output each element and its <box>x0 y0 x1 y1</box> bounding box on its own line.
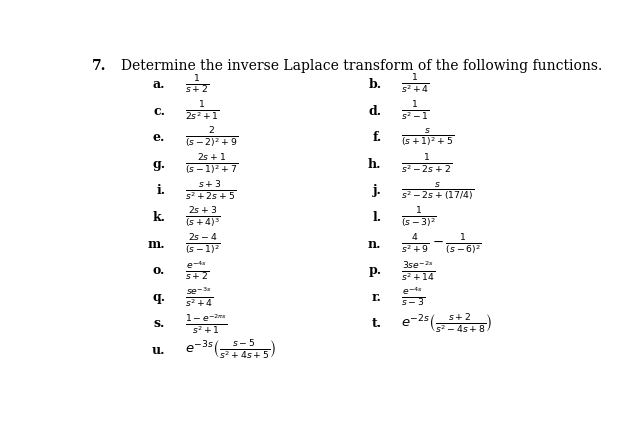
Text: k.: k. <box>152 211 165 224</box>
Text: o.: o. <box>153 264 165 277</box>
Text: $\frac{s+3}{s^2+2s+5}$: $\frac{s+3}{s^2+2s+5}$ <box>185 179 236 203</box>
Text: $\frac{1}{2s^2+1}$: $\frac{1}{2s^2+1}$ <box>185 99 220 123</box>
Text: $\frac{2s-4}{(s-1)^2}$: $\frac{2s-4}{(s-1)^2}$ <box>185 232 221 256</box>
Text: $\frac{1}{s+2}$: $\frac{1}{s+2}$ <box>185 74 209 96</box>
Text: e.: e. <box>153 131 165 144</box>
Text: $\frac{se^{-3s}}{s^2+4}$: $\frac{se^{-3s}}{s^2+4}$ <box>185 285 214 309</box>
Text: $\frac{1}{(s-3)^2}$: $\frac{1}{(s-3)^2}$ <box>401 205 437 230</box>
Text: $\frac{1-e^{-2\pi s}}{s^2+1}$: $\frac{1-e^{-2\pi s}}{s^2+1}$ <box>185 312 228 336</box>
Text: q.: q. <box>152 291 165 304</box>
Text: t.: t. <box>372 317 382 330</box>
Text: $\frac{3se^{-2s}}{s^2+14}$: $\frac{3se^{-2s}}{s^2+14}$ <box>401 259 436 282</box>
Text: $\frac{s}{s^2-2s+(17/4)}$: $\frac{s}{s^2-2s+(17/4)}$ <box>401 180 474 202</box>
Text: 7.: 7. <box>91 59 106 73</box>
Text: $\frac{1}{s^2-1}$: $\frac{1}{s^2-1}$ <box>401 99 430 123</box>
Text: r.: r. <box>372 291 382 304</box>
Text: c.: c. <box>153 105 165 117</box>
Text: Determine the inverse Laplace transform of the following functions.: Determine the inverse Laplace transform … <box>121 59 602 73</box>
Text: $\frac{2s+1}{(s-1)^2+7}$: $\frac{2s+1}{(s-1)^2+7}$ <box>185 152 238 177</box>
Text: $\frac{e^{-4s}}{s-3}$: $\frac{e^{-4s}}{s-3}$ <box>401 286 425 308</box>
Text: i.: i. <box>156 184 165 197</box>
Text: m.: m. <box>148 237 165 250</box>
Text: $\frac{2s+3}{(s+4)^3}$: $\frac{2s+3}{(s+4)^3}$ <box>185 205 221 230</box>
Text: $\frac{4}{s^2+9}-\frac{1}{(s-6)^2}$: $\frac{4}{s^2+9}-\frac{1}{(s-6)^2}$ <box>401 232 482 256</box>
Text: $e^{-2s}\left(\frac{s+2}{s^2-4s+8}\right)$: $e^{-2s}\left(\frac{s+2}{s^2-4s+8}\right… <box>401 312 493 336</box>
Text: l.: l. <box>372 211 382 224</box>
Text: $\frac{1}{s^2+4}$: $\frac{1}{s^2+4}$ <box>401 73 430 96</box>
Text: h.: h. <box>368 158 382 171</box>
Text: $\frac{2}{(s-2)^2+9}$: $\frac{2}{(s-2)^2+9}$ <box>185 125 238 150</box>
Text: g.: g. <box>152 158 165 171</box>
Text: j.: j. <box>373 184 382 197</box>
Text: $\frac{e^{-4s}}{s+2}$: $\frac{e^{-4s}}{s+2}$ <box>185 259 209 282</box>
Text: s.: s. <box>154 317 165 330</box>
Text: $\frac{1}{s^2-2s+2}$: $\frac{1}{s^2-2s+2}$ <box>401 152 452 176</box>
Text: p.: p. <box>368 264 382 277</box>
Text: b.: b. <box>368 78 382 91</box>
Text: $\frac{s}{(s+1)^2+5}$: $\frac{s}{(s+1)^2+5}$ <box>401 127 454 149</box>
Text: n.: n. <box>368 237 382 250</box>
Text: u.: u. <box>152 344 165 357</box>
Text: d.: d. <box>368 105 382 117</box>
Text: $e^{-3s}\left(\frac{s-5}{s^2+4s+5}\right)$: $e^{-3s}\left(\frac{s-5}{s^2+4s+5}\right… <box>185 338 276 362</box>
Text: f.: f. <box>372 131 382 144</box>
Text: a.: a. <box>153 78 165 91</box>
